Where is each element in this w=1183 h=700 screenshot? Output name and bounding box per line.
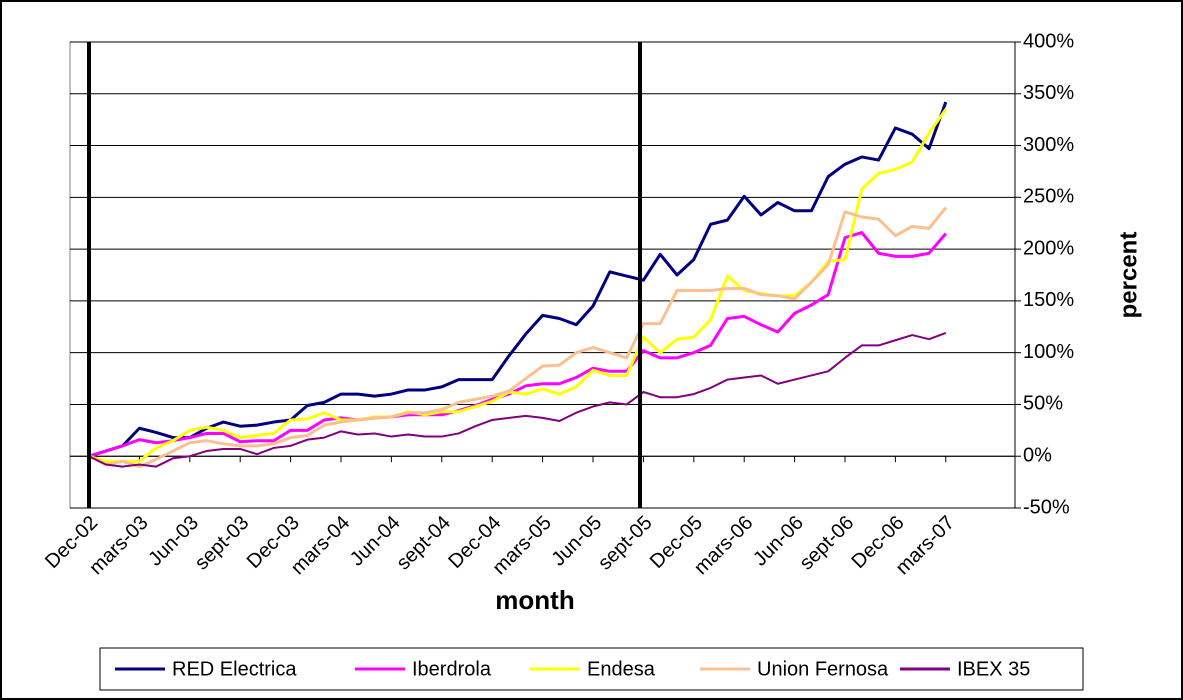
series-line [88, 332, 947, 468]
x-axis-title: month [495, 585, 574, 615]
legend-label: RED Electrica [172, 658, 297, 680]
y-axis-title: percent [1115, 232, 1142, 319]
series-line [88, 231, 947, 458]
y-tick-label: 50% [1023, 393, 1063, 415]
y-tick-label: 400% [1023, 30, 1074, 52]
legend-label: Iberdrola [412, 658, 492, 680]
y-tick-label: 100% [1023, 341, 1074, 363]
y-tick-label: 300% [1023, 134, 1074, 156]
y-tick-label: 0% [1023, 445, 1052, 467]
y-tick-label: -50% [1023, 496, 1070, 518]
lines [88, 101, 948, 469]
grid [70, 41, 1021, 509]
legend-label: IBEX 35 [957, 658, 1030, 680]
series-line [88, 206, 947, 469]
y-tick-label: 200% [1023, 237, 1074, 259]
legend-label: Union Fernosa [757, 658, 889, 680]
y-tick-label: 250% [1023, 186, 1074, 208]
plot-area [69, 41, 1016, 509]
y-tick-label: 350% [1023, 82, 1074, 104]
y-tick-label: 150% [1023, 289, 1074, 311]
series-line [88, 101, 948, 458]
legend-label: Endesa [587, 658, 656, 680]
